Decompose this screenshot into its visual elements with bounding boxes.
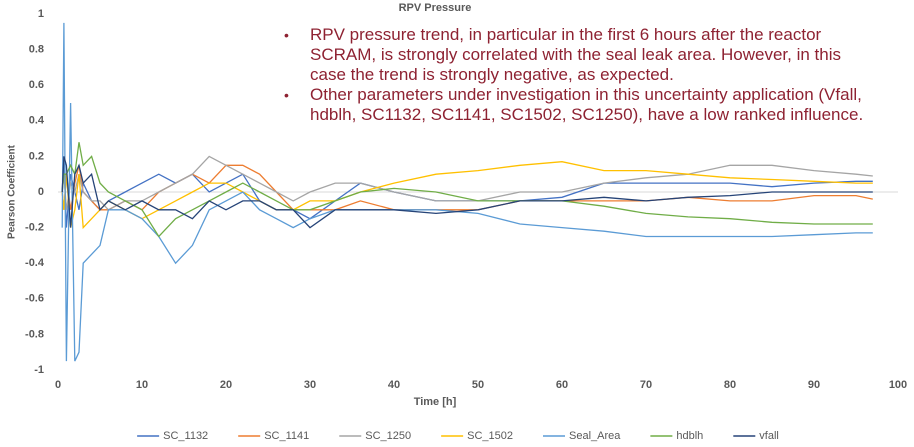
legend-label: SC_1250 [365,430,411,442]
x-tick-label: 90 [808,379,820,391]
y-tick-label: 0.4 [29,115,45,127]
annotations: RPV pressure trend, in particular in the… [284,25,874,125]
series-line [61,155,873,211]
x-tick-label: 40 [388,379,400,391]
x-tick-label: 30 [304,379,316,391]
y-tick-label: -0.2 [25,222,44,234]
legend-label: SC_1132 [163,430,208,442]
y-tick-label: -1 [34,364,44,376]
series-line [61,161,873,230]
x-tick-label: 80 [724,379,736,391]
x-tick-label: 50 [472,379,484,391]
y-tick-label: 0.8 [29,44,44,56]
legend-label: hdblh [676,430,703,442]
y-tick-label: 0.6 [29,79,44,91]
y-tick-label: -0.4 [25,257,45,269]
x-tick-label: 0 [55,379,61,391]
chart-title: RPV Pressure [399,2,472,14]
y-axis-label: Pearson Coefficient [7,144,18,239]
annotation: RPV pressure trend, in particular in the… [284,25,874,85]
legend-label: SC_1502 [467,430,513,442]
series-line [61,142,873,238]
y-tick-label: -0.6 [25,293,44,305]
x-tick-label: 10 [136,379,148,391]
legend-label: Seal_Area [569,430,621,442]
x-tick-label: 70 [640,379,652,391]
series-line [61,156,873,229]
y-tick-label: -0.8 [25,328,44,340]
y-tick-label: 0.2 [29,150,44,162]
annotation: Other parameters under investigation in … [284,85,874,125]
series-line [61,22,873,362]
legend-label: vfall [759,430,779,442]
x-tick-label: 20 [220,379,232,391]
x-tick-label: 100 [889,379,907,391]
y-tick-label: 0 [38,186,44,198]
y-tick-label: 1 [38,8,44,20]
x-tick-label: 60 [556,379,568,391]
x-axis-label: Time [h] [414,396,457,408]
legend-label: SC_1141 [264,430,309,442]
